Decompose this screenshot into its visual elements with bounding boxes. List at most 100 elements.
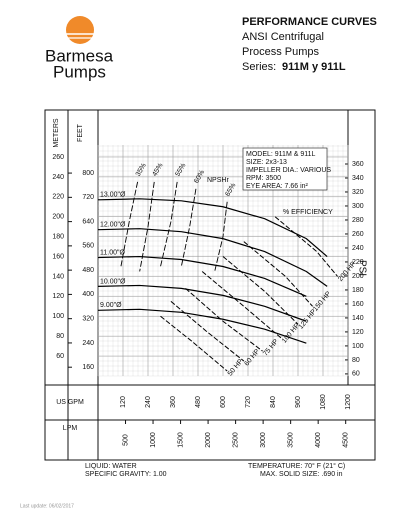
x2-tick-label: 500 <box>122 434 129 446</box>
y2-tick-label: 320 <box>82 316 94 323</box>
hp-curve <box>201 271 282 339</box>
x-tick-label: 360 <box>170 396 177 408</box>
hp-curve <box>185 288 263 352</box>
note: SPECIFIC GRAVITY: 1.00 <box>85 471 167 478</box>
y3-tick-label: 120 <box>352 329 364 336</box>
y3-tick-label: 100 <box>352 343 364 350</box>
hp-label: 50 HP <box>227 358 245 378</box>
y-tick-label: 240 <box>52 174 64 181</box>
impeller-label: 9.00"Ø <box>100 302 122 309</box>
brand-sub: Pumps <box>53 62 106 81</box>
impeller-curve <box>97 308 307 344</box>
y2-tick-label: 400 <box>82 291 94 298</box>
annotation: % EFFICIENCY <box>283 209 333 216</box>
y2-tick-label: 640 <box>82 218 94 225</box>
impeller-curve <box>97 228 328 287</box>
hp-curve <box>274 216 338 277</box>
y3-tick-label: 80 <box>352 357 360 364</box>
efficiency-label: 45% <box>152 162 165 178</box>
x-tick-label: 120 <box>120 396 127 408</box>
x-tick-label: 960 <box>295 396 302 408</box>
series-name: 911M y 911L <box>282 61 346 73</box>
x-axis-title: US GPM <box>56 399 84 406</box>
info-line: EYE AREA: 7.66 in² <box>246 183 309 190</box>
logo <box>66 16 94 44</box>
hp-curve <box>170 300 245 362</box>
hp-label: 150 HP <box>312 290 333 313</box>
impeller-label: 12.00"Ø <box>100 222 126 229</box>
subtitle: ANSI Centrifugal <box>242 31 324 43</box>
subtitle: Process Pumps <box>242 46 320 58</box>
y3-tick-label: 300 <box>352 203 364 210</box>
y3-tick-label: 60 <box>352 371 360 378</box>
y3-tick-label: 160 <box>352 301 364 308</box>
info-line: IMPELLER DIA.: VARIOUS <box>246 167 331 174</box>
efficiency-label: 55% <box>174 162 187 178</box>
annotation: NPSHr <box>207 177 229 184</box>
x-tick-label: 1200 <box>345 394 352 410</box>
chart-frame <box>44 109 376 461</box>
y2-tick-label: 480 <box>82 267 94 274</box>
y3-tick-label: 340 <box>352 175 364 182</box>
y-tick-label: 140 <box>52 273 64 280</box>
info-line: MODEL: 911M & 911L <box>246 151 315 158</box>
update-note: Last update: 06/02/2017 <box>20 503 74 509</box>
efficiency-label: 65% <box>224 182 237 198</box>
y3-tick-label: 180 <box>352 287 364 294</box>
note: TEMPERATURE: 70° F (21° C) <box>248 462 345 470</box>
impeller-label: 10.00"Ø <box>100 278 126 285</box>
y2-axis-title: FEET <box>77 123 84 142</box>
y2-tick-label: 560 <box>82 243 94 250</box>
impeller-curve <box>97 255 307 297</box>
x2-tick-label: 4000 <box>315 432 322 448</box>
x2-tick-label: 1500 <box>177 432 184 448</box>
efficiency-curve <box>160 181 178 267</box>
y2-tick-label: 720 <box>82 194 94 201</box>
y-tick-label: 60 <box>56 353 64 360</box>
y3-tick-label: 200 <box>352 273 364 280</box>
y2-tick-label: 160 <box>82 364 94 371</box>
hp-curve <box>160 315 228 372</box>
info-box <box>242 147 328 191</box>
x2-axis-title: LPM <box>63 425 78 432</box>
y3-axis-title: PSI <box>356 260 367 276</box>
hp-curve <box>222 256 299 325</box>
impeller-label: 13.00"Ø <box>100 192 126 199</box>
note: MAX. SOLID SIZE: .690 in <box>260 471 343 478</box>
y-axis-title: METERS <box>53 118 60 148</box>
efficiency-curve <box>120 181 139 267</box>
note: LIQUID: WATER <box>85 463 137 470</box>
efficiency-curve <box>214 201 228 272</box>
x2-tick-label: 2500 <box>232 432 239 448</box>
y3-tick-label: 220 <box>352 259 364 266</box>
y3-tick-label: 240 <box>352 245 364 252</box>
efficiency-curve <box>139 181 155 272</box>
series-label: Series: <box>242 61 276 73</box>
y3-tick-label: 260 <box>352 231 364 238</box>
impeller-curve <box>97 284 307 322</box>
y3-tick-label: 140 <box>352 315 364 322</box>
efficiency-curve <box>180 188 197 267</box>
y-tick-label: 220 <box>52 194 64 201</box>
impeller-label: 11.00"Ø <box>100 249 125 256</box>
y2-tick-label: 240 <box>82 340 94 347</box>
info-line: RPM: 3500 <box>246 175 281 182</box>
x-tick-label: 840 <box>270 396 277 408</box>
x2-tick-label: 3500 <box>287 432 294 448</box>
x2-tick-label: 3000 <box>260 432 267 448</box>
y-tick-label: 200 <box>52 214 64 221</box>
y3-tick-label: 360 <box>352 161 364 168</box>
y3-tick-label: 320 <box>352 189 364 196</box>
y-tick-label: 180 <box>52 233 64 240</box>
y3-tick-label: 280 <box>352 217 364 224</box>
y-tick-label: 120 <box>52 293 64 300</box>
x2-tick-label: 4500 <box>343 432 350 448</box>
efficiency-label: 35% <box>135 162 148 178</box>
y-tick-label: 100 <box>52 313 64 320</box>
y2-tick-label: 800 <box>82 170 94 177</box>
x-tick-label: 480 <box>195 396 202 408</box>
info-line: SIZE: 2x3-13 <box>246 159 287 166</box>
x-tick-label: 600 <box>220 396 227 408</box>
y-tick-label: 160 <box>52 253 64 260</box>
